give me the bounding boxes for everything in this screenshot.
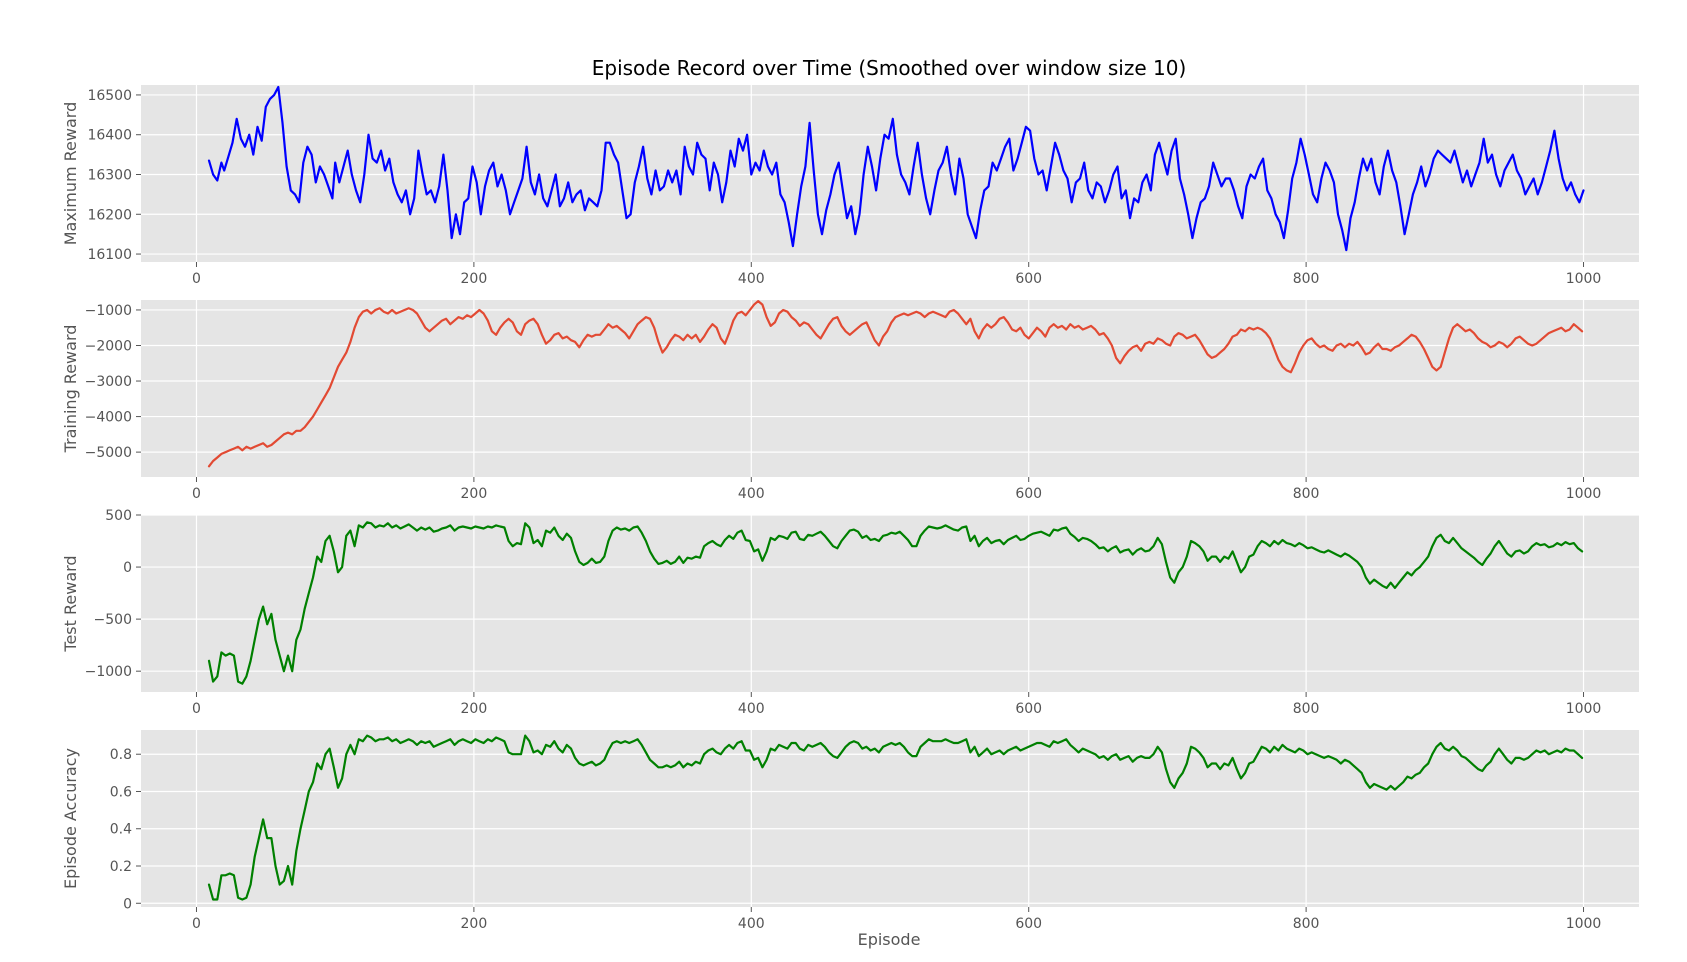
figure-title: Episode Record over Time (Smoothed over …	[592, 56, 1187, 80]
y-tick-label: −3000	[85, 374, 132, 390]
y-tick-label: 16300	[87, 167, 132, 183]
subplot-maximum-reward: 0 200 400 600 800 1000 16100 16200 16300 16400 165…	[61, 85, 1639, 287]
y-tick-label: 0	[123, 896, 132, 912]
y-tick-label: 500	[105, 508, 132, 524]
y-axis-label-maximum-reward: Maximum Reward	[61, 102, 80, 246]
x-tick-label: 400	[738, 271, 765, 287]
x-tick-label: 800	[1293, 271, 1320, 287]
y-tick-label: −1000	[85, 664, 132, 680]
y-tick-label: 16200	[87, 207, 132, 223]
y-tick-label: −5000	[85, 445, 132, 461]
y-tick-label: −1000	[85, 303, 132, 319]
y-tick-label: 0.6	[110, 784, 132, 800]
y-tick-label: 0	[123, 560, 132, 576]
y-tick-label: 16400	[87, 128, 132, 144]
x-tick-label: 400	[738, 916, 765, 932]
x-tick-label: 600	[1015, 916, 1042, 932]
x-tick-label: 800	[1293, 701, 1320, 717]
x-tick-label: 600	[1015, 271, 1042, 287]
x-tick-label: 0	[192, 701, 201, 717]
subplot-stack: 0 200 400 600 800 1000 16100 16200 16300 16400 165…	[61, 85, 1639, 932]
y-tick-label: −4000	[85, 410, 132, 426]
y-tick-label: 0.2	[110, 859, 132, 875]
series-line-test-reward	[207, 521, 1584, 685]
x-tick-label: 200	[461, 486, 488, 502]
x-tick-label: 600	[1015, 701, 1042, 717]
subplot-training-reward: 0 200 400 600 800 1000 −5000 −4000 −3000 −2000 −10…	[61, 300, 1639, 502]
plot-area-maximum-reward	[141, 85, 1639, 262]
y-tick-label: 16100	[87, 247, 132, 263]
y-axis-label-test-reward: Test Reward	[61, 555, 80, 652]
x-tick-label: 200	[461, 271, 488, 287]
y-tick-label: 0.8	[110, 747, 132, 763]
series-line-maximum-reward	[207, 85, 1585, 252]
x-tick-label: 1000	[1566, 271, 1602, 287]
series-line-training-reward	[207, 300, 1584, 468]
x-tick-label: 1000	[1566, 701, 1602, 717]
subplot-test-reward: 0 200 400 600 800 1000 −1000 −500 0 500 Test Rewar…	[61, 508, 1639, 717]
subplot-episode-accuracy: 0 200 400 600 800 1000 0 0.2 0.4 0.6 0.8 Episode Ac…	[61, 730, 1639, 932]
plot-area-training-reward	[141, 300, 1639, 477]
y-axis-label-episode-accuracy: Episode Accuracy	[61, 748, 80, 889]
x-tick-label: 0	[192, 271, 201, 287]
y-tick-label: −500	[94, 612, 132, 628]
x-tick-label: 800	[1293, 916, 1320, 932]
x-tick-label: 1000	[1566, 916, 1602, 932]
y-tick-label: 16500	[87, 88, 132, 104]
x-tick-label: 400	[738, 701, 765, 717]
x-tick-label: 600	[1015, 486, 1042, 502]
y-axis-label-training-reward: Training Reward	[61, 325, 80, 454]
x-tick-label: 1000	[1566, 486, 1602, 502]
y-tick-label: −2000	[85, 338, 132, 354]
y-tick-label: 0.4	[110, 822, 132, 838]
x-tick-label: 200	[461, 701, 488, 717]
x-tick-label: 0	[192, 486, 201, 502]
x-axis-label: Episode	[858, 930, 921, 949]
series-line-episode-accuracy	[207, 734, 1584, 901]
x-tick-label: 0	[192, 916, 201, 932]
x-tick-label: 200	[461, 916, 488, 932]
x-tick-label: 400	[738, 486, 765, 502]
x-tick-label: 800	[1293, 486, 1320, 502]
plot-area-test-reward	[141, 515, 1639, 692]
plot-area-episode-accuracy	[141, 730, 1639, 907]
